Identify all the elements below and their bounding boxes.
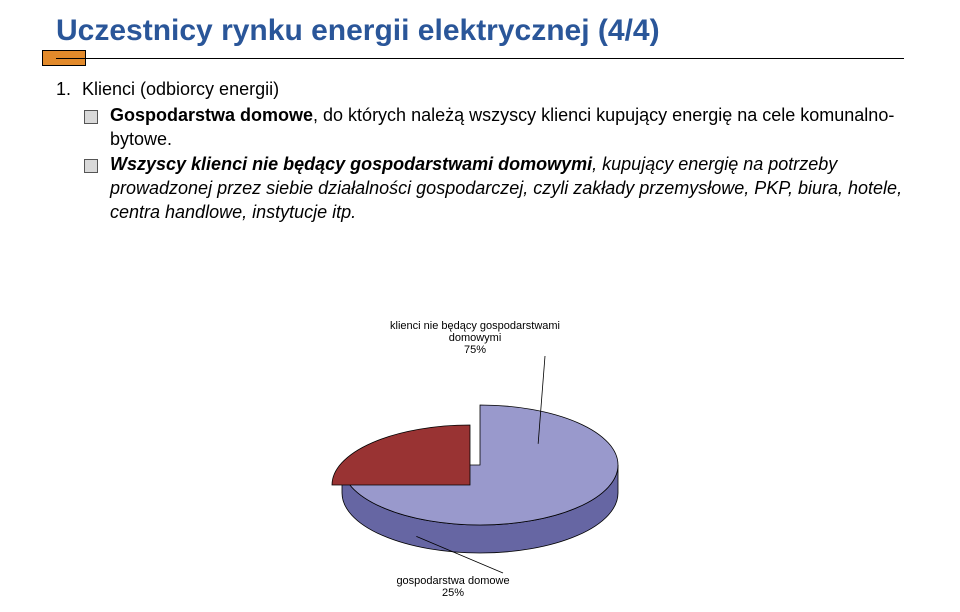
sub-item-2-text: Wszyscy klienci nie będący gospodarstwam… — [110, 153, 904, 224]
title-rule — [56, 54, 904, 60]
sub-item-1-text: Gospodarstwa domowe, do których należą w… — [110, 104, 904, 152]
sub-list: Gospodarstwa domowe, do których należą w… — [82, 104, 904, 225]
list-item-lead: Klienci (odbiorcy energii) — [82, 79, 279, 99]
chart-label: gospodarstwa domowe25% — [396, 575, 509, 599]
page-title: Uczestnicy rynku energii elektrycznej (4… — [56, 14, 904, 48]
sub2-bold: Wszyscy klienci nie będący gospodarstwam… — [110, 154, 592, 174]
title-underline-line — [56, 58, 904, 59]
main-list: 1. Klienci (odbiorcy energii) Gospodarst… — [56, 78, 904, 225]
list-item-body: Klienci (odbiorcy energii) Gospodarstwa … — [82, 78, 904, 225]
sub-item-1: Gospodarstwa domowe, do których należą w… — [82, 104, 904, 152]
chart-label: klienci nie będący gospodarstwamidomowym… — [390, 320, 560, 356]
pie-chart: klienci nie będący gospodarstwamidomowym… — [225, 320, 735, 610]
chart-container: klienci nie będący gospodarstwamidomowym… — [0, 320, 960, 612]
bullet-icon — [84, 110, 98, 124]
sub1-bold: Gospodarstwa domowe — [110, 105, 313, 125]
list-item-number: 1. — [56, 78, 82, 225]
sub-item-2: Wszyscy klienci nie będący gospodarstwam… — [82, 153, 904, 224]
slide: Uczestnicy rynku energii elektrycznej (4… — [0, 0, 960, 612]
bullet-icon — [84, 159, 98, 173]
list-item-1: 1. Klienci (odbiorcy energii) Gospodarst… — [56, 78, 904, 225]
